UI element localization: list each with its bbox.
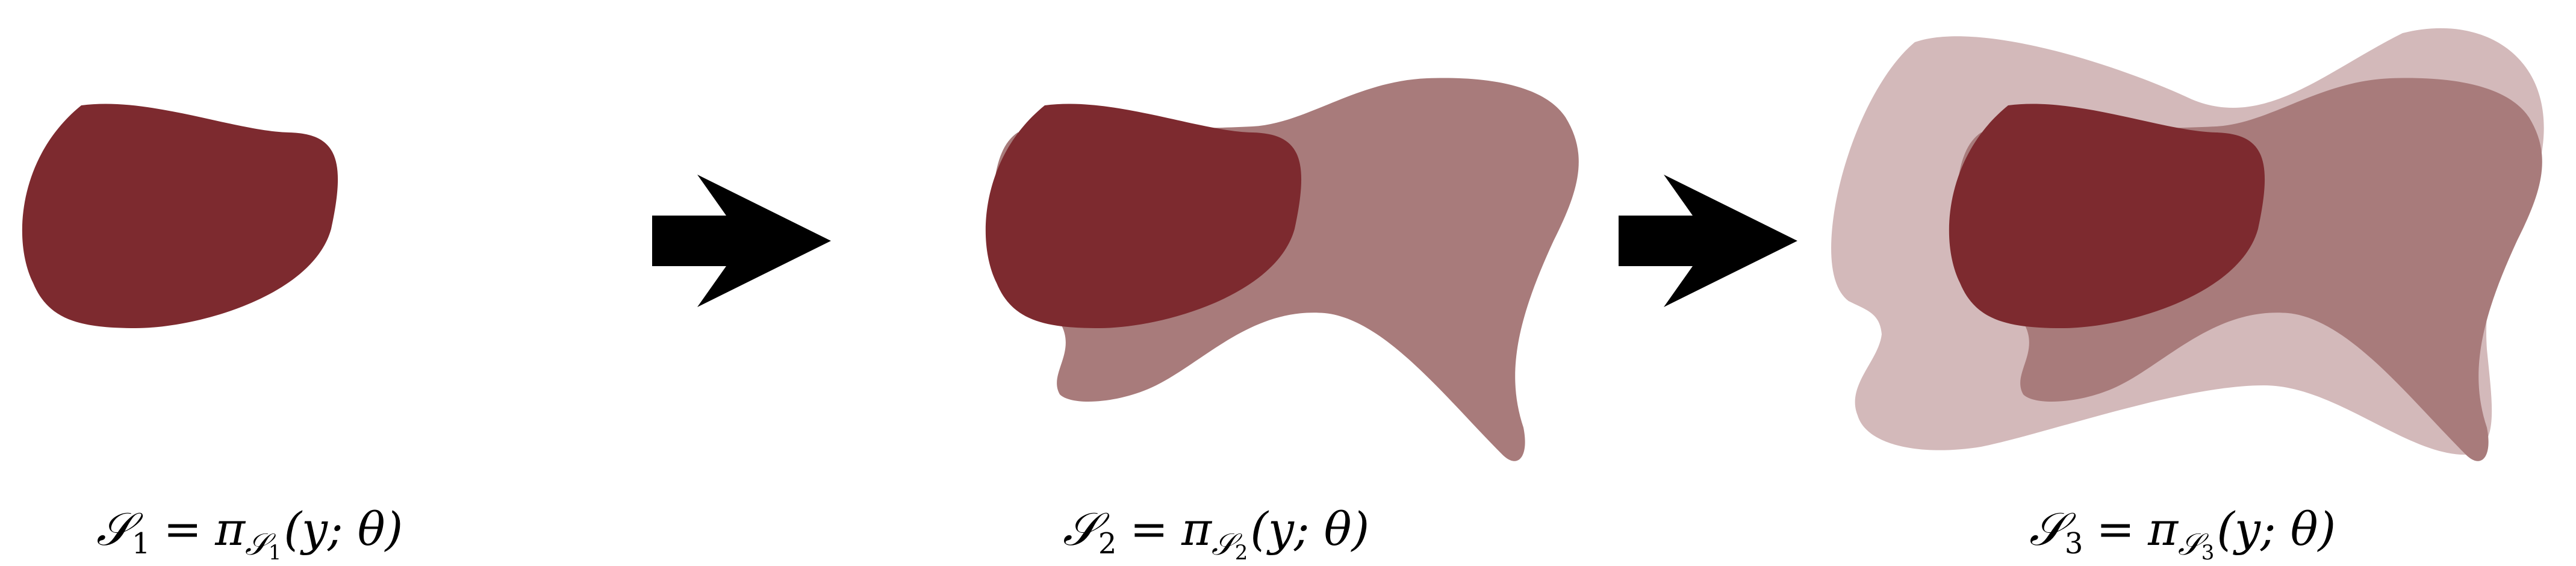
function-args: (y; θ)	[284, 502, 403, 556]
equals-sign: =	[163, 502, 202, 556]
equals-sign: =	[1130, 502, 1168, 556]
stage-1-region	[22, 104, 338, 328]
pi-symbol: π	[2147, 502, 2179, 556]
stage-1-label: 𝒮1 = π𝒮1(y; θ)	[96, 502, 403, 565]
stage-2-label: 𝒮2 = π𝒮2(y; θ)	[1063, 502, 1369, 565]
subscript-index: 3	[2201, 541, 2215, 565]
subscript-index: 1	[269, 541, 282, 565]
function-args: (y; θ)	[1250, 502, 1369, 556]
set-s1-region	[985, 104, 1302, 328]
set-s1-region	[22, 104, 338, 328]
pi-symbol: π	[214, 502, 246, 556]
stage-3-label: 𝒮3 = π𝒮3(y; θ)	[2029, 502, 2336, 565]
subscript-index: 2	[1235, 541, 1248, 565]
set-s1-region	[1949, 104, 2265, 328]
stage-2-region	[985, 78, 1579, 461]
right-arrow-icon	[1619, 175, 1797, 307]
pi-symbol: π	[1181, 502, 1213, 556]
function-args: (y; θ)	[2217, 502, 2336, 556]
stage-3-region	[1831, 28, 2544, 461]
set-index: 2	[1098, 527, 1117, 561]
right-arrow-icon	[652, 175, 831, 307]
set-index: 1	[132, 527, 151, 561]
set-index: 3	[2065, 527, 2083, 561]
equals-sign: =	[2096, 502, 2135, 556]
